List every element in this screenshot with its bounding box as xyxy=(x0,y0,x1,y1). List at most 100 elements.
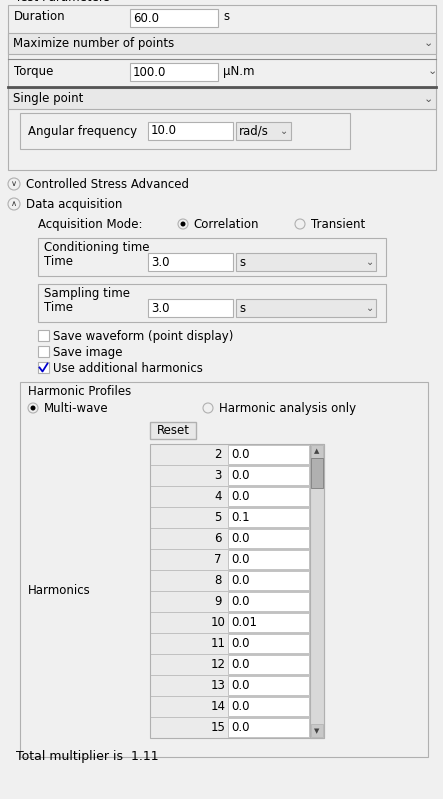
Text: Save waveform (point display): Save waveform (point display) xyxy=(53,330,233,343)
Bar xyxy=(38,362,49,373)
Text: Duration: Duration xyxy=(14,10,66,23)
Text: ▼: ▼ xyxy=(315,728,320,734)
Bar xyxy=(228,613,309,632)
Text: 3: 3 xyxy=(214,469,222,482)
Text: ⌄: ⌄ xyxy=(280,126,288,136)
Text: 11: 11 xyxy=(210,637,225,650)
Bar xyxy=(38,284,386,322)
Bar xyxy=(228,634,309,653)
Bar xyxy=(228,529,309,548)
Text: Multi-wave: Multi-wave xyxy=(44,402,109,415)
Text: Use additional harmonics: Use additional harmonics xyxy=(53,362,203,375)
Text: ⌄: ⌄ xyxy=(366,257,374,267)
Text: Correlation: Correlation xyxy=(193,218,259,231)
Text: 0.0: 0.0 xyxy=(231,490,249,503)
Bar xyxy=(236,253,376,271)
Text: 12: 12 xyxy=(210,658,225,671)
Circle shape xyxy=(31,406,35,411)
Bar xyxy=(148,253,233,271)
Bar xyxy=(20,382,428,757)
Text: ⌄: ⌄ xyxy=(424,93,433,104)
Text: 0.0: 0.0 xyxy=(231,721,249,734)
Bar xyxy=(228,466,309,485)
Text: 10: 10 xyxy=(210,616,225,629)
Text: Torque: Torque xyxy=(14,65,53,78)
Bar xyxy=(228,655,309,674)
Text: ∨: ∨ xyxy=(11,180,17,189)
Bar xyxy=(148,122,233,140)
Text: 15: 15 xyxy=(210,721,225,734)
Text: μN.m: μN.m xyxy=(223,65,254,78)
Bar xyxy=(38,238,386,276)
Text: s: s xyxy=(239,256,245,268)
Text: Harmonics: Harmonics xyxy=(28,585,91,598)
Bar xyxy=(228,487,309,506)
Text: Reset: Reset xyxy=(156,423,190,436)
Text: 0.1: 0.1 xyxy=(231,511,249,524)
Bar xyxy=(310,444,324,738)
Text: Sampling time: Sampling time xyxy=(44,287,130,300)
Text: Time: Time xyxy=(44,255,73,268)
Bar xyxy=(20,113,350,149)
Text: Harmonic analysis only: Harmonic analysis only xyxy=(219,402,356,415)
Text: 100.0: 100.0 xyxy=(133,66,167,78)
Bar xyxy=(228,445,309,464)
Text: Harmonic Profiles: Harmonic Profiles xyxy=(28,385,131,398)
Text: Total multiplier is  1.11: Total multiplier is 1.11 xyxy=(16,750,159,763)
Bar xyxy=(148,299,233,317)
Text: 0.01: 0.01 xyxy=(231,616,257,629)
Text: Time: Time xyxy=(44,301,73,314)
Text: 8: 8 xyxy=(214,574,222,587)
Text: s: s xyxy=(223,10,229,23)
Bar xyxy=(150,422,196,439)
Text: 9: 9 xyxy=(214,595,222,608)
Text: 0.0: 0.0 xyxy=(231,700,249,713)
Text: 3.0: 3.0 xyxy=(151,301,170,315)
Text: Acquisition Mode:: Acquisition Mode: xyxy=(38,218,143,231)
Text: rad/s: rad/s xyxy=(239,125,269,137)
Text: 5: 5 xyxy=(214,511,222,524)
Bar xyxy=(228,508,309,527)
Text: 6: 6 xyxy=(214,532,222,545)
Text: ∧: ∧ xyxy=(11,200,17,209)
Bar xyxy=(311,458,323,488)
Text: 4: 4 xyxy=(214,490,222,503)
Text: ⌄: ⌄ xyxy=(424,38,433,49)
Text: Test Parameters: Test Parameters xyxy=(15,0,110,4)
Text: Angular frequency: Angular frequency xyxy=(28,125,137,137)
Text: Maximize number of points: Maximize number of points xyxy=(13,37,174,50)
Text: 3.0: 3.0 xyxy=(151,256,170,268)
Text: 0.0: 0.0 xyxy=(231,448,249,461)
Text: Single point: Single point xyxy=(13,92,83,105)
Text: Save image: Save image xyxy=(53,346,123,359)
Bar xyxy=(228,550,309,569)
Text: 14: 14 xyxy=(210,700,225,713)
Text: 13: 13 xyxy=(210,679,225,692)
Text: 0.0: 0.0 xyxy=(231,532,249,545)
Bar xyxy=(311,724,323,737)
Bar xyxy=(228,592,309,611)
Bar xyxy=(8,88,436,109)
Bar xyxy=(8,33,436,54)
Text: 2: 2 xyxy=(214,448,222,461)
Bar xyxy=(228,718,309,737)
Bar xyxy=(311,445,323,458)
Circle shape xyxy=(180,221,186,226)
Bar xyxy=(236,299,376,317)
Text: Conditioning time: Conditioning time xyxy=(44,241,149,254)
Text: 7: 7 xyxy=(214,553,222,566)
Text: 0.0: 0.0 xyxy=(231,469,249,482)
Bar xyxy=(130,9,218,27)
Bar xyxy=(236,122,291,140)
Text: 0.0: 0.0 xyxy=(231,679,249,692)
Bar xyxy=(150,444,324,738)
Text: Transient: Transient xyxy=(311,218,365,231)
Bar xyxy=(8,5,436,170)
Text: 0.0: 0.0 xyxy=(231,553,249,566)
Text: s: s xyxy=(239,301,245,315)
Text: 60.0: 60.0 xyxy=(133,11,159,25)
Text: ⌄: ⌄ xyxy=(427,66,437,76)
Text: 10.0: 10.0 xyxy=(151,125,177,137)
Bar xyxy=(130,63,218,81)
Text: 0.0: 0.0 xyxy=(231,595,249,608)
